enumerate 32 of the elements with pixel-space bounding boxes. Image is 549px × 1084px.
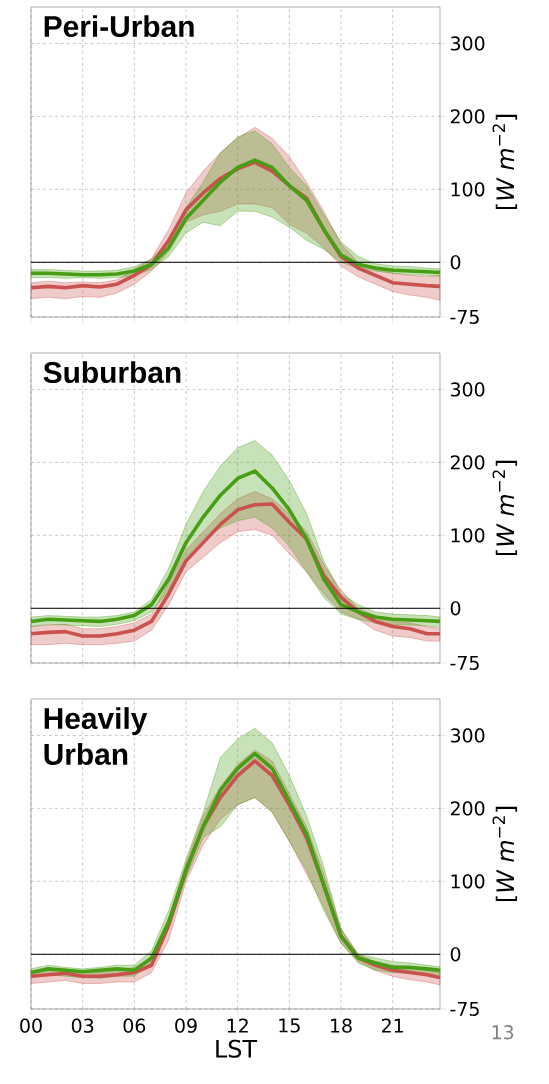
y-tick-label: 200 [450, 455, 485, 470]
x-axis-title: LST [216, 1039, 258, 1058]
line-series [29, 469, 442, 624]
y-tick-label: 200 [450, 801, 485, 816]
y-axis-title: [W m$^{−2}$] [492, 806, 518, 902]
x-tick-label: 00 [20, 1018, 42, 1033]
y-tick-label: 300 [450, 36, 485, 51]
x-tick-label: 15 [279, 1018, 300, 1033]
y-tick-label: -75 [450, 655, 479, 671]
y-tick-label: 0 [450, 601, 461, 616]
chart-title: Suburban [43, 361, 181, 384]
y-axis-title: [W m$^{−2}$] [492, 114, 518, 210]
y-tick-label: 0 [450, 255, 461, 270]
y-tick-label: 300 [450, 728, 485, 743]
x-tick-label: 03 [71, 1018, 94, 1033]
y-tick-label: 0 [450, 947, 461, 962]
x-tick-label: 09 [175, 1018, 197, 1033]
y-tick-label: -75 [450, 309, 479, 325]
y-axis-title: [W m$^{−2}$] [492, 460, 518, 556]
text: Heavily Urban [44, 707, 148, 765]
y-tick-label: 100 [451, 528, 485, 543]
y-tick-label: 100 [451, 874, 485, 889]
y-tick-label: 200 [450, 109, 485, 124]
x-tick-label: 12 [227, 1018, 248, 1033]
y-tick-label: -75 [450, 1001, 479, 1017]
x-tick-label: 21 [381, 1018, 403, 1033]
y-tick-label: 100 [451, 182, 485, 197]
x-tick-label: 06 [123, 1018, 146, 1033]
x-tick-label: 18 [331, 1018, 352, 1033]
text: 13 [492, 1025, 514, 1040]
chart-title: Peri-Urban [44, 15, 194, 38]
y-tick-label: 300 [450, 382, 485, 397]
